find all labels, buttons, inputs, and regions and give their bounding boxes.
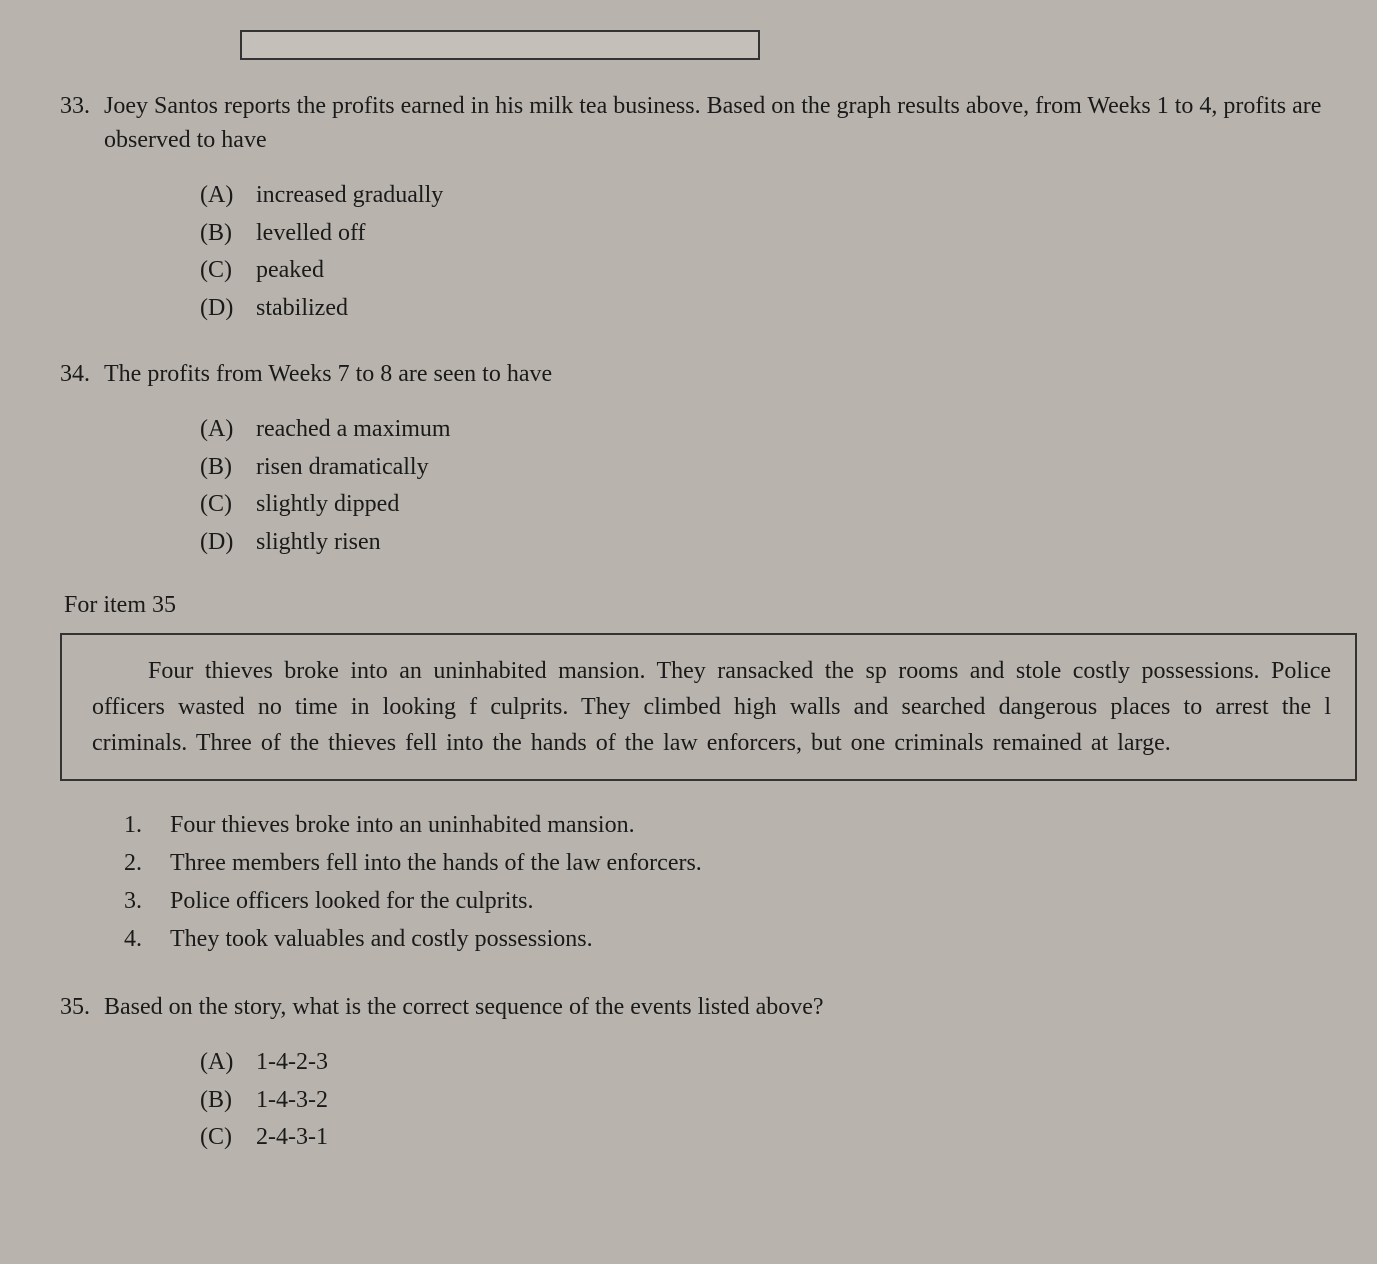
question-35-number: 35. [60, 991, 90, 1025]
list-text-4: They took valuables and costly possessio… [170, 921, 593, 957]
option-35-A: (A) 1-4-2-3 [200, 1046, 1357, 1080]
question-33: 33. Joey Santos reports the profits earn… [60, 90, 1357, 326]
question-33-stem: 33. Joey Santos reports the profits earn… [60, 90, 1357, 157]
option-33-D-text: stabilized [256, 292, 348, 326]
numbered-list: 1. Four thieves broke into an uninhabite… [124, 807, 1357, 957]
option-letter-D: (D) [200, 292, 236, 326]
option-letter-B: (B) [200, 451, 236, 485]
option-34-C: (C) slightly dipped [200, 488, 1357, 522]
question-34-options: (A) reached a maximum (B) risen dramatic… [200, 413, 1357, 559]
option-letter-C: (C) [200, 254, 236, 288]
question-34-number: 34. [60, 358, 90, 392]
section-label: For item 35 [64, 592, 1357, 619]
passage-box: Four thieves broke into an uninhabited m… [60, 633, 1357, 781]
list-text-3: Police officers looked for the culprits. [170, 883, 533, 919]
option-letter-A: (A) [200, 413, 236, 447]
blank-answer-box [240, 30, 760, 60]
question-34-stem: 34. The profits from Weeks 7 to 8 are se… [60, 358, 1357, 392]
option-letter-A: (A) [200, 1046, 236, 1080]
option-letter-B: (B) [200, 1084, 236, 1118]
option-33-A: (A) increased gradually [200, 179, 1357, 213]
option-33-C-text: peaked [256, 254, 324, 288]
option-letter-C: (C) [200, 488, 236, 522]
option-34-A-text: reached a maximum [256, 413, 451, 447]
option-34-D-text: slightly risen [256, 526, 381, 560]
option-34-B-text: risen dramatically [256, 451, 429, 485]
question-35-options: (A) 1-4-2-3 (B) 1-4-3-2 (C) 2-4-3-1 [200, 1046, 1357, 1155]
option-33-C: (C) peaked [200, 254, 1357, 288]
option-letter-D: (D) [200, 526, 236, 560]
question-33-options: (A) increased gradually (B) levelled off… [200, 179, 1357, 325]
option-33-B: (B) levelled off [200, 217, 1357, 251]
question-33-number: 33. [60, 90, 90, 157]
option-34-D: (D) slightly risen [200, 526, 1357, 560]
option-33-B-text: levelled off [256, 217, 366, 251]
option-letter-B: (B) [200, 217, 236, 251]
option-33-A-text: increased gradually [256, 179, 443, 213]
option-33-D: (D) stabilized [200, 292, 1357, 326]
list-item-2: 2. Three members fell into the hands of … [124, 845, 1357, 881]
list-num-1: 1. [124, 807, 148, 843]
option-34-B: (B) risen dramatically [200, 451, 1357, 485]
list-text-2: Three members fell into the hands of the… [170, 845, 702, 881]
list-num-3: 3. [124, 883, 148, 919]
list-text-1: Four thieves broke into an uninhabited m… [170, 807, 635, 843]
question-35-text: Based on the story, what is the correct … [104, 991, 1357, 1025]
question-35: 35. Based on the story, what is the corr… [60, 991, 1357, 1155]
option-35-C: (C) 2-4-3-1 [200, 1121, 1357, 1155]
option-35-C-text: 2-4-3-1 [256, 1121, 328, 1155]
list-num-2: 2. [124, 845, 148, 881]
option-35-A-text: 1-4-2-3 [256, 1046, 328, 1080]
list-item-4: 4. They took valuables and costly posses… [124, 921, 1357, 957]
option-letter-C: (C) [200, 1121, 236, 1155]
question-35-stem: 35. Based on the story, what is the corr… [60, 991, 1357, 1025]
question-33-text: Joey Santos reports the profits earned i… [104, 90, 1357, 157]
option-34-C-text: slightly dipped [256, 488, 399, 522]
option-34-A: (A) reached a maximum [200, 413, 1357, 447]
option-35-B: (B) 1-4-3-2 [200, 1084, 1357, 1118]
question-34-text: The profits from Weeks 7 to 8 are seen t… [104, 358, 1357, 392]
option-letter-A: (A) [200, 179, 236, 213]
list-item-1: 1. Four thieves broke into an uninhabite… [124, 807, 1357, 843]
list-num-4: 4. [124, 921, 148, 957]
list-item-3: 3. Police officers looked for the culpri… [124, 883, 1357, 919]
option-35-B-text: 1-4-3-2 [256, 1084, 328, 1118]
question-34: 34. The profits from Weeks 7 to 8 are se… [60, 358, 1357, 560]
passage-text: Four thieves broke into an uninhabited m… [92, 653, 1331, 761]
